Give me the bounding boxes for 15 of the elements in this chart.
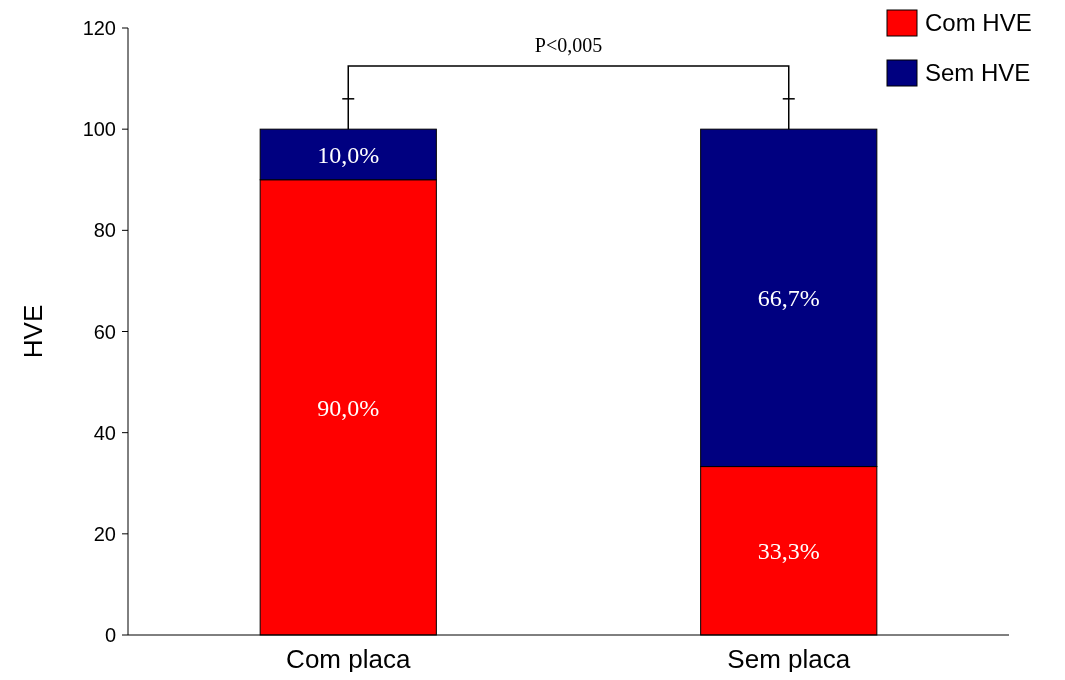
y-tick-label: 100 <box>82 118 116 141</box>
y-tick-label: 20 <box>93 522 116 545</box>
data-label: 33,3% <box>757 538 820 565</box>
legend-label: Com HVE <box>925 9 1032 37</box>
y-tick-label: 0 <box>104 624 116 646</box>
annotation: P<0,005 <box>534 34 603 56</box>
y-axis-title: HVE <box>18 304 48 359</box>
data-label: 66,7% <box>757 285 820 312</box>
y-tick-label: 40 <box>93 421 116 444</box>
y-tick-label: 120 <box>82 17 116 39</box>
data-label: 10,0% <box>317 141 380 168</box>
y-tick-label: 80 <box>93 219 116 242</box>
y-tick-label: 60 <box>93 320 116 343</box>
legend-label: Sem HVE <box>925 59 1031 87</box>
data-label: 90,0% <box>317 394 380 421</box>
